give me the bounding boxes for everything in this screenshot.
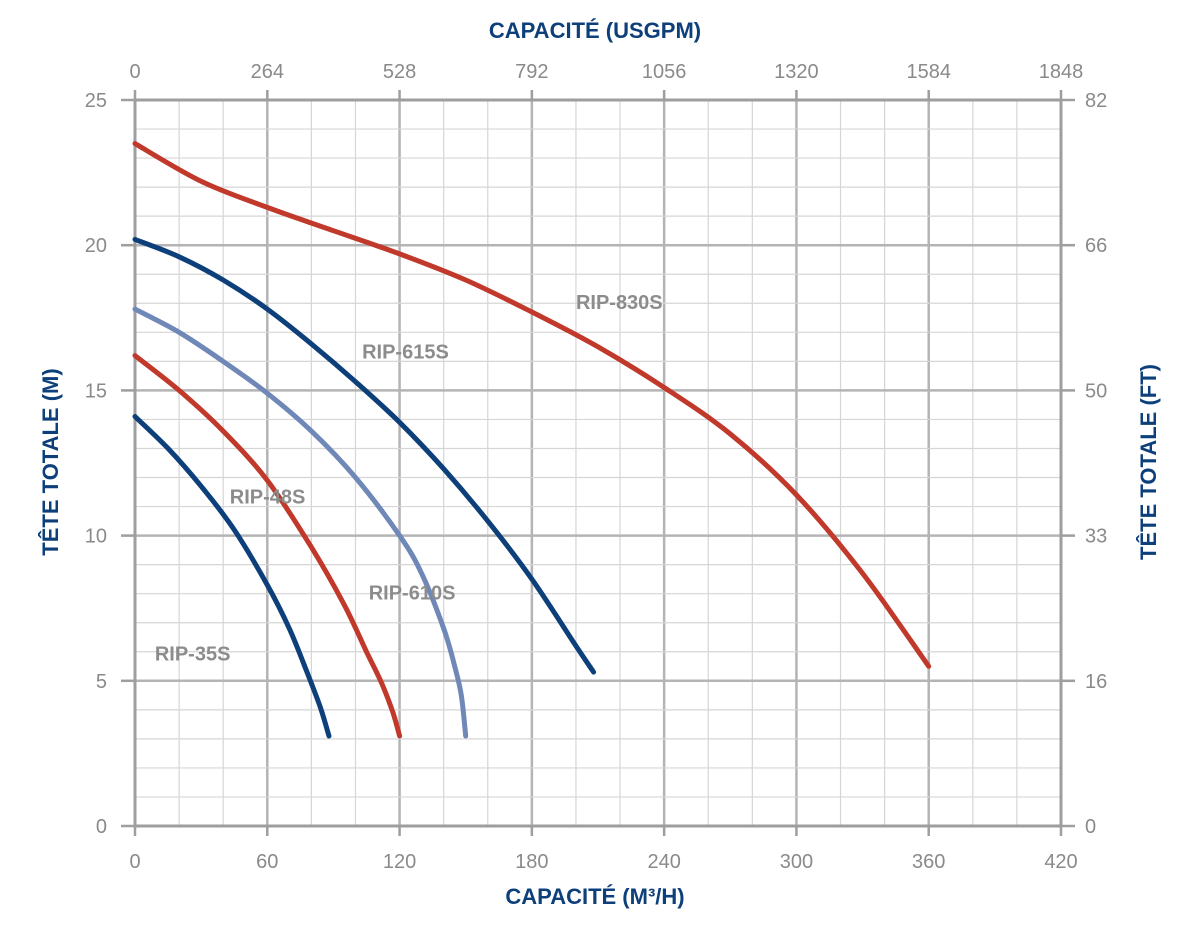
y-tick-label: 5: [96, 671, 107, 693]
y-tick-label: 0: [96, 816, 107, 838]
x2-tick-label: 264: [251, 61, 284, 83]
series-layer: [132, 141, 932, 739]
series-line-rip-610s: [132, 306, 469, 739]
y-axis-title: TÊTE TOTALE (M): [38, 368, 63, 555]
x-tick-label: 180: [515, 851, 548, 873]
y-tick-label: 15: [85, 380, 107, 402]
y2-axis-title: TÊTE TOTALE (FT): [1136, 364, 1161, 560]
x-tick-label: 300: [780, 851, 813, 873]
x-tick-label: 120: [383, 851, 416, 873]
y-tick-label: 20: [85, 235, 107, 257]
grid-layer: [135, 100, 1061, 826]
plot-frame: [121, 90, 1075, 836]
x2-tick-label: 1056: [642, 61, 687, 83]
x2-tick-label: 528: [383, 61, 416, 83]
x-tick-label: 420: [1044, 851, 1077, 873]
y2-tick-label: 50: [1085, 380, 1107, 402]
x2-tick-label: 1848: [1039, 61, 1084, 83]
series-label-rip-830s: RIP-830S: [576, 292, 663, 314]
series-line-rip-615s: [132, 236, 597, 675]
series-label-rip-610s: RIP-610S: [369, 582, 456, 604]
x2-tick-label: 792: [515, 61, 548, 83]
y2-tick-label: 33: [1085, 526, 1107, 548]
series-label-rip-615s: RIP-615S: [362, 341, 449, 363]
y-tick-label: 10: [85, 526, 107, 548]
x2-tick-label: 0: [129, 61, 140, 83]
x2-tick-label: 1320: [774, 61, 819, 83]
x-tick-label: 60: [256, 851, 278, 873]
y2-tick-label: 16: [1085, 671, 1107, 693]
y2-tick-label: 66: [1085, 235, 1107, 257]
y2-tick-label: 82: [1085, 90, 1107, 112]
y-tick-label: 25: [85, 90, 107, 112]
x-tick-label: 360: [912, 851, 945, 873]
x-tick-label: 240: [647, 851, 680, 873]
series-label-rip-35s: RIP-35S: [155, 643, 231, 665]
series-line-rip-48s: [132, 353, 403, 739]
x2-axis-title: CAPACITÉ (USGPM): [489, 18, 701, 43]
series-line-rip-35s: [132, 414, 332, 739]
series-line-rip-830s: [132, 141, 932, 669]
x-tick-label: 0: [129, 851, 140, 873]
y2-tick-label: 0: [1085, 816, 1096, 838]
x2-tick-label: 1584: [906, 61, 951, 83]
series-label-rip-48s: RIP-48S: [230, 487, 306, 509]
x-axis-title: CAPACITÉ (M³/H): [505, 884, 684, 909]
plot-border: [133, 98, 1063, 828]
label-layer: 0 60 120 180 240 300 360 420 0 264 528 792 1056 1320 1…: [85, 61, 1108, 873]
